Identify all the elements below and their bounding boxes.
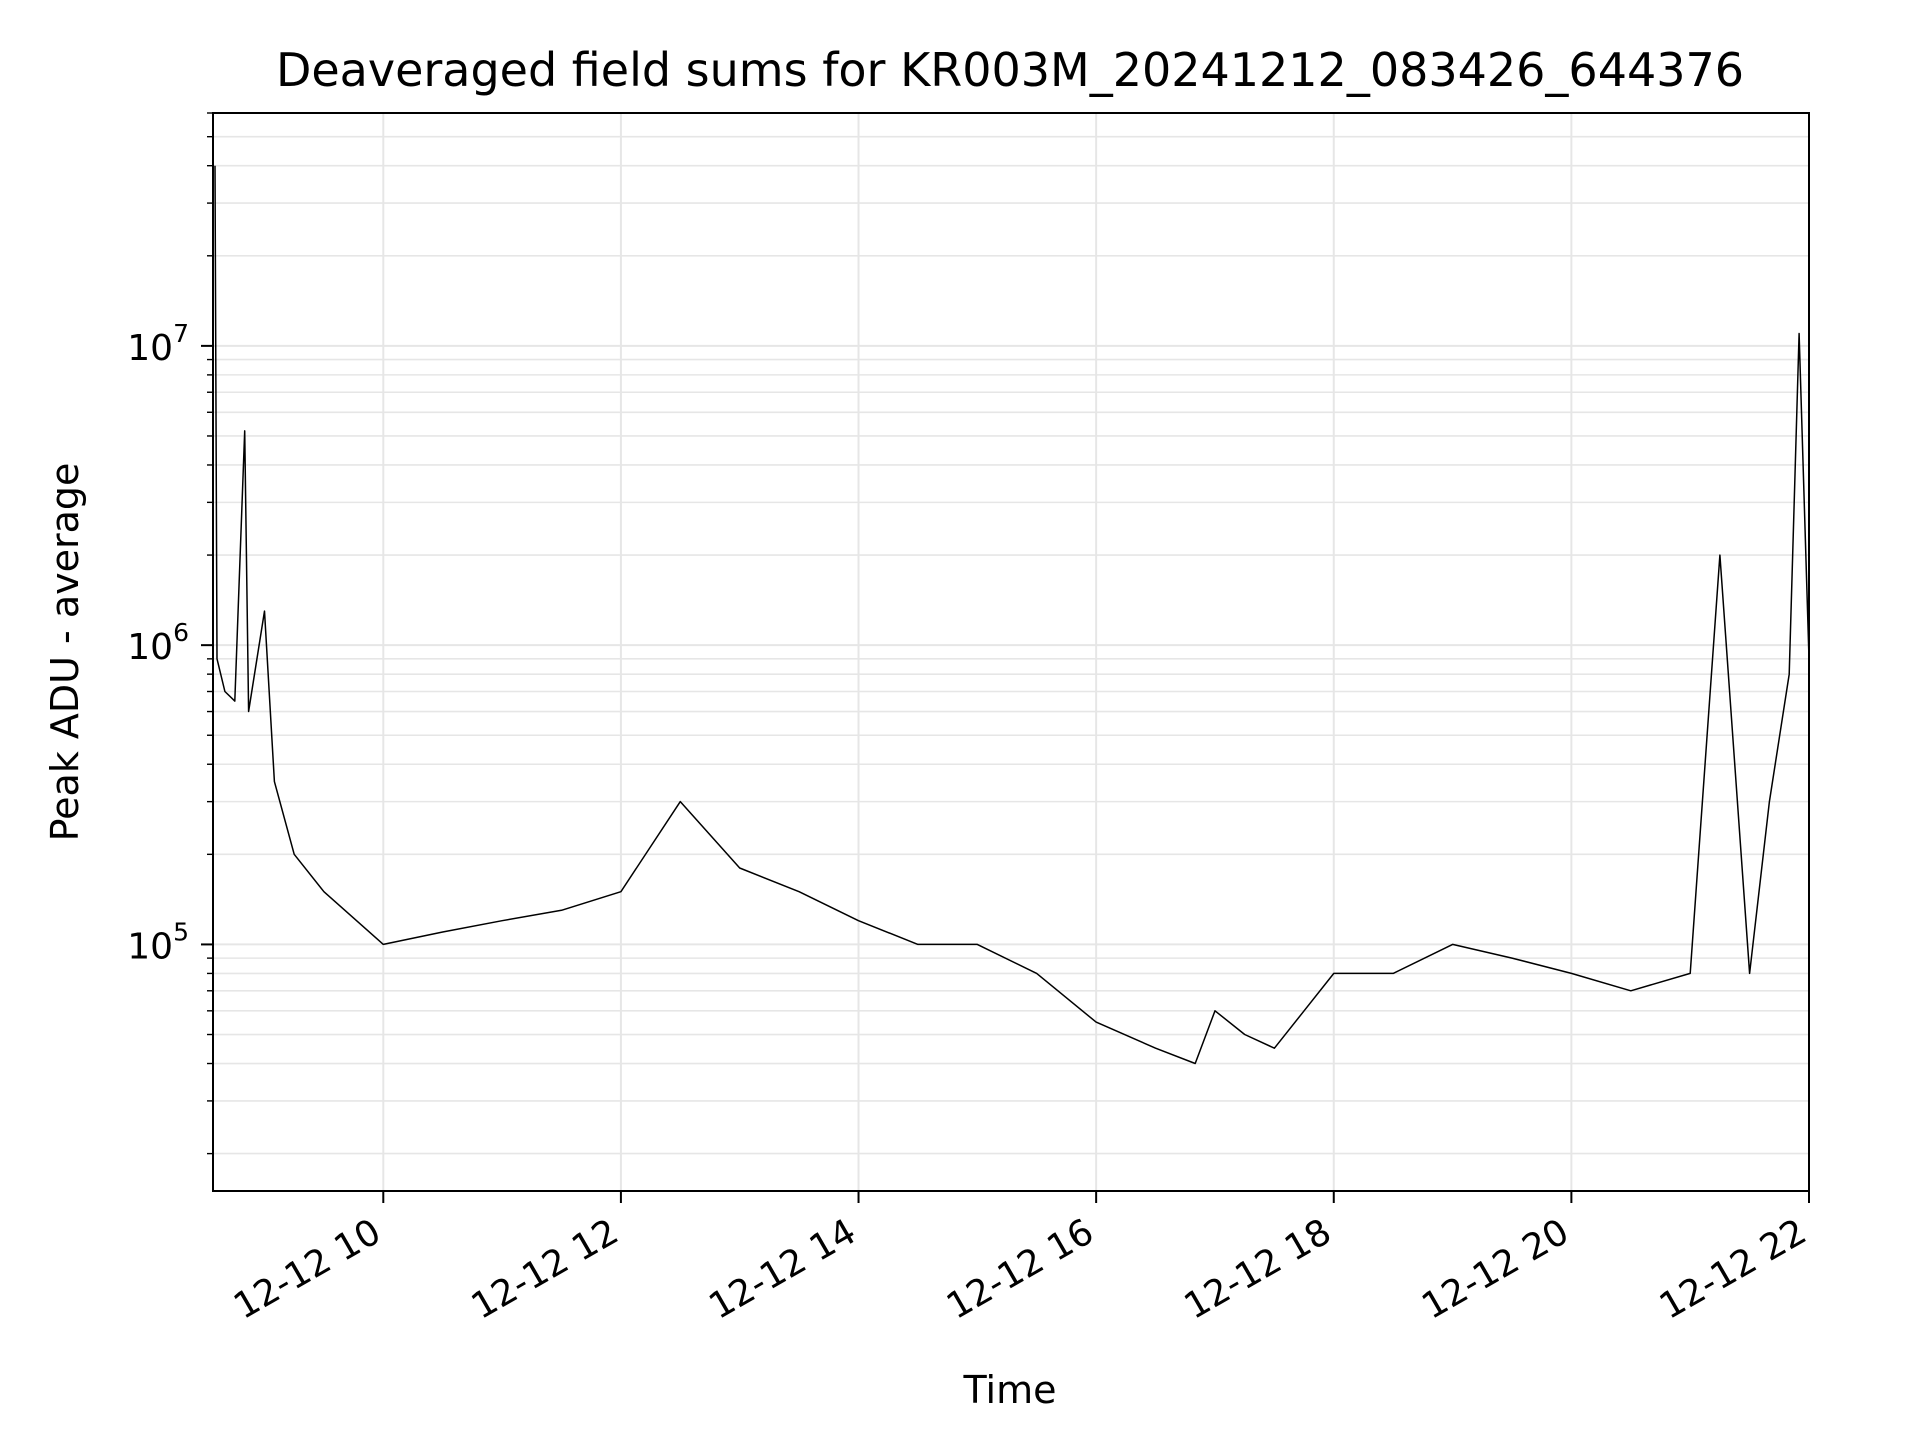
series-line: [214, 165, 1810, 1065]
series-layer: [214, 165, 1810, 1065]
y-tick-label: 107: [127, 319, 189, 369]
chart-title: Deaveraged field sums for KR003M_2024121…: [276, 43, 1744, 97]
y-tick-label: 105: [127, 917, 189, 967]
x-axis-label: Time: [963, 1368, 1057, 1412]
y-tick-label: 106: [127, 618, 189, 668]
y-axis: 105 106 107: [127, 112, 213, 1155]
y-axis-label: Peak ADU - average: [43, 463, 87, 842]
plot-frame: [212, 112, 1810, 1192]
